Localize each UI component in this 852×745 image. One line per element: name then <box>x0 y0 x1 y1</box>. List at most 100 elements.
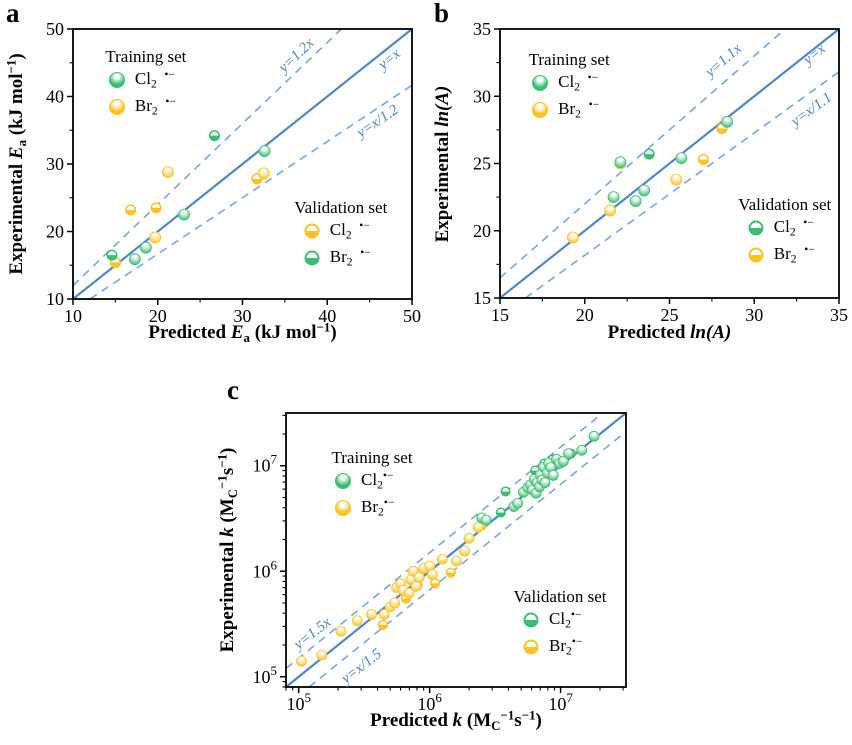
tolerance-line <box>89 84 413 300</box>
legend-marker-icon <box>108 98 125 115</box>
identity-line <box>72 28 413 300</box>
x-tick-label: 35 <box>830 305 848 325</box>
data-point <box>162 166 174 179</box>
tolerance-line <box>72 28 342 287</box>
legend-marker-icon <box>532 74 549 91</box>
tolerance-line <box>524 71 840 299</box>
data-point-ring <box>125 204 137 216</box>
legend-item-label: Br2•− <box>549 635 583 658</box>
data-point <box>450 555 462 567</box>
x-tick-label: 15 <box>491 305 509 325</box>
legend-marker-icon <box>335 499 352 516</box>
data-point <box>178 208 190 221</box>
data-point <box>366 609 377 620</box>
identity-line <box>499 28 840 299</box>
legend-marker-icon <box>523 639 539 655</box>
legend-marker-icon <box>335 472 352 489</box>
y-tick-label: 30 <box>473 86 491 106</box>
x-tick-label: 20 <box>149 306 167 326</box>
series-validation-set-cl2 <box>643 148 655 160</box>
data-point <box>258 145 271 158</box>
data-point-ring <box>500 486 511 497</box>
y-tick-label: 50 <box>46 19 64 39</box>
data-point <box>721 115 734 128</box>
y-axis-title: Experimental ln(A) <box>432 85 453 242</box>
data-point <box>139 241 152 254</box>
data-point-ring <box>445 567 456 578</box>
legend-marker-icon <box>304 223 320 239</box>
series-validation-set-cl2 <box>109 173 263 269</box>
legend-title: Training set <box>105 46 187 66</box>
data-point-ring <box>208 130 221 142</box>
y-tick-label: 107 <box>253 452 278 476</box>
legend-item-label: Cl2•− <box>549 608 582 631</box>
data-point <box>614 156 627 169</box>
data-point <box>563 448 574 460</box>
data-point <box>512 497 524 509</box>
legend-title: Validation set <box>738 195 832 215</box>
legend-item-label: Br2•− <box>361 496 395 519</box>
legend-item-label: Br2 •− <box>773 243 815 266</box>
series-training-set-br2 <box>149 166 270 244</box>
y-tick-label: 20 <box>473 221 491 241</box>
y-tick-label: 20 <box>46 222 64 242</box>
legend-title: Validation set <box>513 587 607 607</box>
y-tick-label: 35 <box>473 19 491 39</box>
x-tick-label: 10 <box>64 306 82 326</box>
axis-ticks <box>494 28 840 304</box>
y-tick-label: 10 <box>46 289 64 309</box>
legend-title: Training set <box>331 447 413 467</box>
data-point <box>403 587 415 599</box>
data-point <box>472 522 484 533</box>
tolerance-line <box>499 28 786 279</box>
data-point-ring <box>697 153 709 166</box>
legend-marker-icon <box>748 247 764 263</box>
y-axis-title: Experimental k (MC−1s−1) <box>214 447 240 653</box>
data-point <box>427 569 438 580</box>
data-point <box>413 572 425 584</box>
x-tick-label: 25 <box>661 305 679 325</box>
series-training-set-cl2 <box>607 115 734 208</box>
panel-letter-c: c <box>227 375 239 405</box>
data-point <box>547 469 559 481</box>
x-tick-label: 20 <box>576 305 594 325</box>
tolerance-line <box>308 430 627 688</box>
series-training-set-br2 <box>296 522 484 667</box>
series-training-set-cl2 <box>128 145 271 266</box>
x-tick-label: 30 <box>234 306 252 326</box>
x-tick-label: 107 <box>548 690 573 714</box>
data-point <box>670 173 683 186</box>
y-tick-label: 105 <box>253 663 278 687</box>
data-point <box>463 532 475 544</box>
y-axis-title: Experimental Ea (kJ mol−1) <box>3 53 29 275</box>
series-validation-set-br2 <box>106 130 221 261</box>
data-point <box>604 204 617 217</box>
panel-letter-b: b <box>434 0 450 28</box>
legend-marker-icon <box>523 612 539 628</box>
data-point-ring <box>377 619 388 630</box>
legend-item-label: Cl2 •− <box>134 68 175 91</box>
legend-item-label: Br2 •− <box>134 95 176 118</box>
legend-item-label: Cl2•− <box>361 469 394 492</box>
axis-ticks <box>67 28 413 305</box>
data-point-ring <box>150 202 162 214</box>
x-axis-title: Predicted k (MC−1s−1) <box>370 707 542 733</box>
legend-item-label: Cl2 •− <box>773 216 814 239</box>
data-point <box>459 545 471 557</box>
data-point <box>675 152 688 165</box>
panel-letter-a: a <box>6 0 20 28</box>
legend-marker-icon <box>108 71 125 88</box>
panel-c: c 105 105 106 106 107 107 Predicted k (MC−1s−1… <box>213 373 649 745</box>
x-tick-label: 30 <box>745 305 763 325</box>
legend-title: Validation set <box>294 197 388 217</box>
legend-marker-icon <box>748 220 764 236</box>
data-point <box>149 231 162 244</box>
data-point-ring <box>643 148 655 160</box>
x-tick-label: 40 <box>318 306 336 326</box>
data-point <box>638 184 650 197</box>
axis-ticks <box>280 414 624 693</box>
data-point <box>316 649 328 661</box>
